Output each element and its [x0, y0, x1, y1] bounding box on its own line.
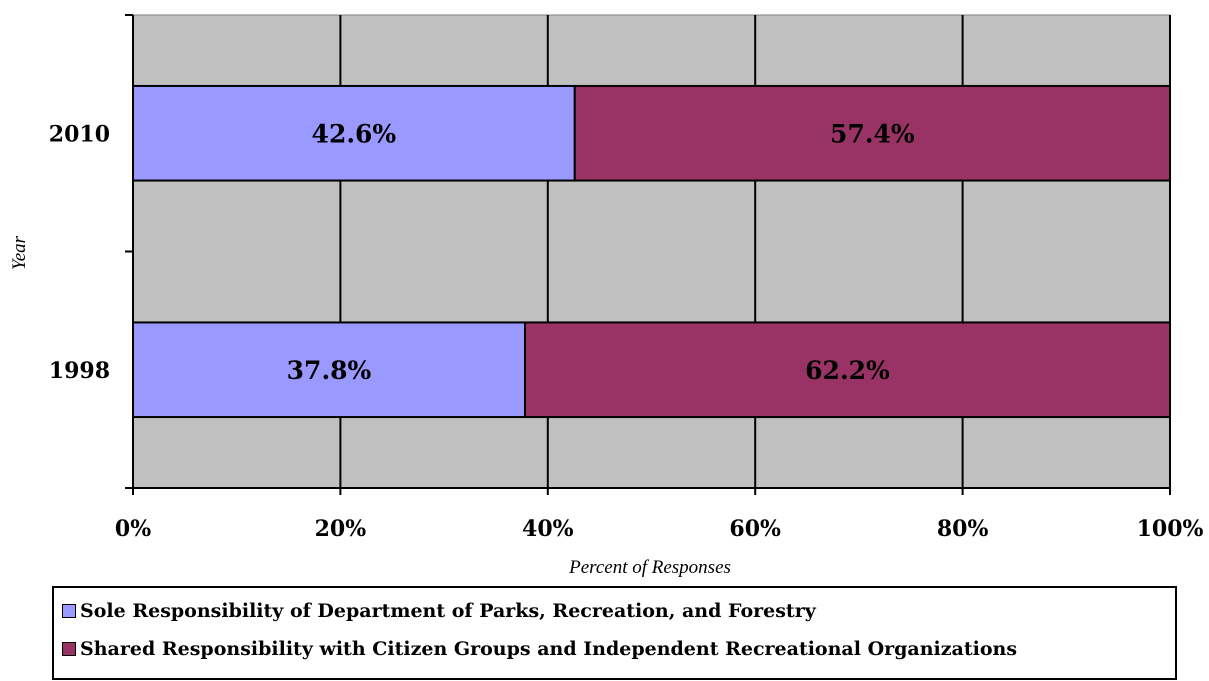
legend-item-shared: Shared Responsibility with Citizen Group…	[62, 630, 1175, 668]
legend-label-sole: Sole Responsibility of Department of Par…	[80, 600, 816, 622]
axes-group: 0% 20% 40% 60% 80% 100%	[115, 14, 1204, 542]
bar-2010-series-1	[573, 84, 1171, 182]
data-label: 37.8%	[287, 356, 372, 385]
y-tick-label: 1998	[49, 358, 110, 384]
legend-swatch-sole	[62, 604, 76, 618]
x-tick-label: 40%	[522, 516, 574, 542]
x-tick-label: 0%	[115, 516, 151, 542]
x-tick-label: 20%	[315, 516, 367, 542]
legend: Sole Responsibility of Department of Par…	[52, 586, 1177, 680]
legend-label-shared: Shared Responsibility with Citizen Group…	[80, 638, 1018, 660]
x-tick-label: 100%	[1137, 516, 1204, 542]
legend-swatch-shared	[62, 642, 76, 656]
data-label: 62.2%	[805, 356, 890, 385]
y-axis-title: Year	[9, 235, 30, 270]
y-tick-label: 2010	[49, 121, 110, 147]
x-axis-title: Percent of Responses	[568, 557, 731, 578]
legend-item-sole: Sole Responsibility of Department of Par…	[62, 592, 1175, 630]
data-label: 57.4%	[830, 119, 915, 148]
x-tick-label: 80%	[937, 516, 989, 542]
bar-1998-series-1	[523, 321, 1171, 419]
x-tick-label: 60%	[729, 516, 781, 542]
data-label: 42.6%	[312, 119, 397, 148]
